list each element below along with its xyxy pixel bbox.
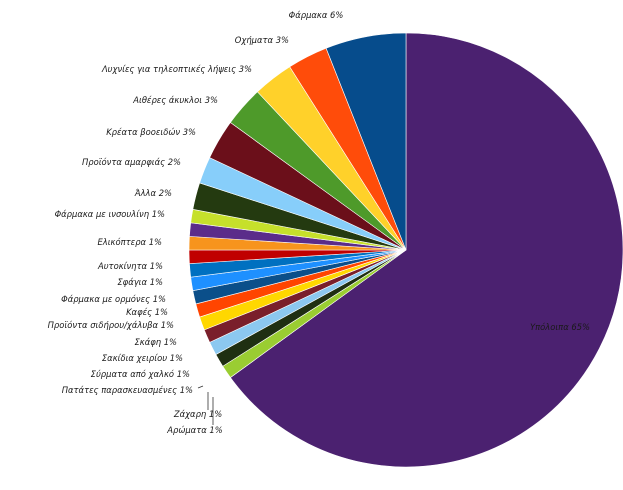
slice-label: Καφές 1%	[126, 307, 168, 317]
slice-label: Υπόλοιπα 65%	[530, 322, 590, 332]
slice-label: Προϊόντα αμαρφιάς 2%	[82, 157, 181, 167]
slices-layer	[188, 32, 623, 468]
pie-slice	[325, 32, 407, 251]
slice-label: Σκάφη 1%	[134, 337, 177, 347]
slice-label: Ελικόπτερα 1%	[97, 237, 162, 247]
slice-label: Ζάχαρη 1%	[173, 409, 222, 419]
slice-label: Άλλα 2%	[134, 188, 172, 198]
pie-slice	[230, 32, 623, 468]
slice-label: Φάρμακα 6%	[289, 10, 344, 20]
leader-line	[197, 385, 204, 389]
slice-label: Αυτοκίνητα 1%	[97, 261, 163, 271]
slice-label: Πατάτες παρασκευασμένες 1%	[62, 385, 193, 395]
slice-label: Φάρμακα με ορμόνες 1%	[61, 294, 166, 304]
slice-label: Σακίδια χειρίου 1%	[102, 353, 183, 363]
slice-label: Οχήματα 3%	[235, 35, 289, 45]
slice-label: Λυχνίες για τηλεοπτικές λήψεις 3%	[101, 64, 252, 74]
leader-lines	[197, 385, 214, 425]
slice-label: Σύρματα από χαλκό 1%	[91, 369, 190, 379]
slice-label: Προϊόντα σιδήρου/χάλυβα 1%	[48, 320, 174, 330]
slice-labels: Υπόλοιπα 65% Αρώματα 1% Ζάχαρη 1% Πατάτες π…	[48, 10, 590, 435]
slice-label: Σφάγια 1%	[117, 277, 163, 287]
slice-label: Κρέατα βοοειδών 3%	[106, 127, 196, 137]
slice-label: Αιθέρες άκυκλοι 3%	[132, 95, 218, 105]
slice-label: Αρώματα 1%	[166, 425, 222, 435]
slice-label: Φάρμακα με ινσουλίνη 1%	[55, 209, 165, 219]
